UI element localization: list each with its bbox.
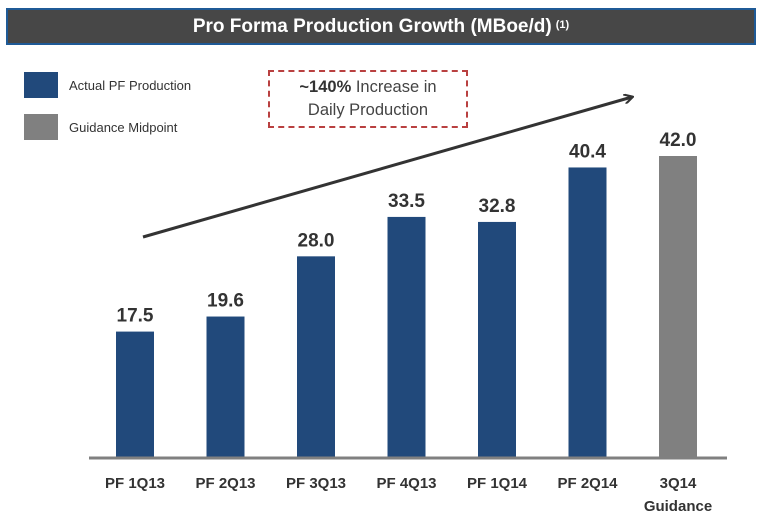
legend: Actual PF Production Guidance Midpoint: [24, 72, 191, 156]
legend-item-actual: Actual PF Production: [24, 72, 191, 98]
category-label: PF 2Q14: [557, 475, 618, 492]
title-footnote: (1): [555, 18, 570, 31]
category-label: PF 1Q14: [467, 475, 528, 492]
value-label: 19.6: [207, 291, 244, 312]
bar-pf-2q14: [568, 167, 607, 457]
bar-pf-1q13: [116, 331, 154, 457]
bar-pf-2q13: [206, 316, 245, 457]
callout-bold: ~140%: [299, 78, 352, 96]
chart-title-bar: Pro Forma Production Growth (MBoe/d) (1): [6, 8, 756, 45]
legend-label-guidance: Guidance Midpoint: [69, 119, 178, 135]
callout-line1: Increase in: [351, 78, 437, 96]
legend-swatch-guidance: [24, 114, 58, 140]
trend-arrow: [142, 97, 632, 239]
value-label: 28.0: [298, 230, 335, 251]
bar-pf-4q13: [387, 216, 426, 457]
legend-swatch-actual: [24, 72, 58, 98]
category-label: Guidance: [644, 498, 712, 515]
category-label: PF 4Q13: [376, 475, 436, 492]
category-label: 3Q14: [660, 475, 697, 492]
bar-pf-1q14: [478, 221, 516, 457]
value-label: 40.4: [569, 141, 606, 162]
category-label: PF 1Q13: [105, 475, 165, 492]
category-label: PF 3Q13: [286, 475, 346, 492]
bar-3q14-guidance: [659, 156, 697, 457]
chart-title: Pro Forma Production Growth (MBoe/d): [192, 15, 552, 37]
legend-item-guidance: Guidance Midpoint: [24, 114, 191, 140]
value-label: 33.5: [388, 191, 425, 212]
legend-label-actual: Actual PF Production: [69, 77, 192, 93]
value-label: 32.8: [479, 196, 516, 217]
value-label: 17.5: [117, 306, 154, 327]
bar-pf-3q13: [297, 256, 335, 457]
category-label: PF 2Q13: [195, 475, 255, 492]
value-label: 42.0: [660, 130, 697, 151]
growth-callout: ~140% Increase in Daily Production: [268, 70, 468, 128]
callout-line2: Daily Production: [307, 101, 429, 119]
